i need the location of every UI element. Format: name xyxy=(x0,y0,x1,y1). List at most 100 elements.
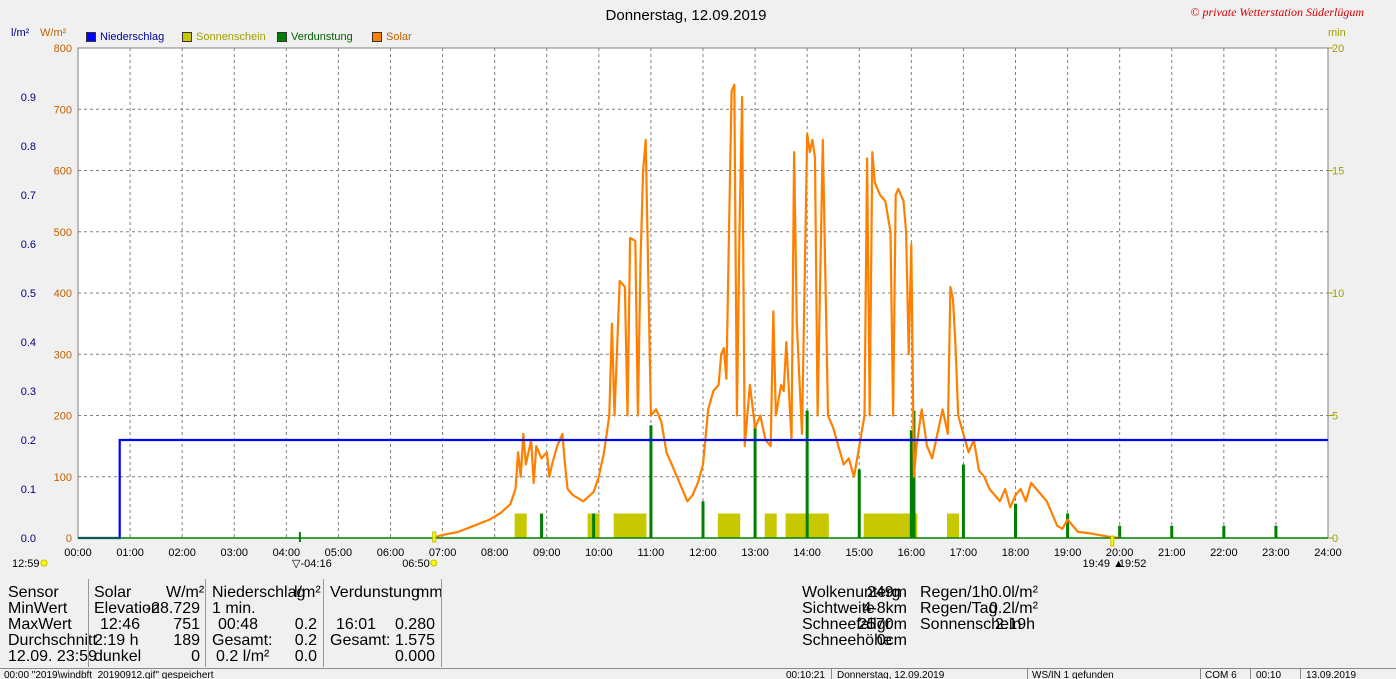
x-tick-label: 21:00 xyxy=(1158,547,1186,559)
evaporation-bar xyxy=(592,513,596,538)
status-time2: 00:10 xyxy=(1256,670,1282,679)
evaporation-bar xyxy=(805,410,809,538)
legend-swatch-solar xyxy=(372,32,382,42)
evaporation-bar xyxy=(961,464,965,538)
extra-value: 4-8km xyxy=(862,600,907,617)
precip-header: Niederschlag xyxy=(212,584,306,601)
extra-label: Regen/Tag xyxy=(920,600,998,617)
sunshine-bar xyxy=(884,513,897,538)
extra-label: Sonnenschein xyxy=(920,616,1022,633)
precip-tick-label: 0.7 xyxy=(21,190,36,202)
x-tick-label: 12:00 xyxy=(689,547,717,559)
extra-label: Regen/1h xyxy=(920,584,990,601)
weather-chart: 00:00 01:00 02:00 03:00 04:00 05:00 06:00 07:00… xyxy=(12,43,1344,570)
sunshine-bar xyxy=(514,513,527,538)
evaporation-bar xyxy=(701,501,705,538)
x-tick-label: 13:00 xyxy=(741,547,769,559)
solar-value: 751 xyxy=(173,616,200,633)
solar-label: Elevation xyxy=(94,600,160,617)
legend-label-verdunstung: Verdunstung xyxy=(291,31,353,43)
minutes-tick-label: 10 xyxy=(1332,288,1344,300)
precip-tick-label: 0.1 xyxy=(21,484,36,496)
x-tick-label: 16:00 xyxy=(898,547,926,559)
twilight-tick-icon xyxy=(298,532,301,542)
status-separator xyxy=(1300,669,1301,679)
marker-left-time: 12:59 xyxy=(12,558,40,570)
chart-title: Donnerstag, 12.09.2019 xyxy=(605,7,767,24)
extra-value: 2570m xyxy=(858,616,907,633)
column-divider xyxy=(441,579,442,667)
evaporation-bar xyxy=(1170,525,1174,538)
precip-value: 0.2 xyxy=(294,632,317,649)
status-date: Donnerstag, 12.09.2019 xyxy=(837,670,945,679)
sunshine-bar xyxy=(613,513,626,538)
evaporation-bar xyxy=(1274,525,1278,538)
status-separator xyxy=(1200,669,1201,679)
legend-label-niederschlag: Niederschlag xyxy=(100,31,165,43)
sunshine-bar xyxy=(894,513,907,538)
x-tick-label: 09:00 xyxy=(533,547,561,559)
solar-unit-label: W/m² xyxy=(40,27,67,39)
sunshine-bar xyxy=(764,513,777,538)
x-tick-label: 05:00 xyxy=(325,547,353,559)
evap-unit: mm xyxy=(416,584,443,601)
precip-tick-label: 0.9 xyxy=(21,92,36,104)
x-tick-label: 06:00 xyxy=(377,547,405,559)
evaporation-bar xyxy=(1066,513,1070,538)
solar-tick-label: 700 xyxy=(54,104,72,116)
x-tick-label: 01:00 xyxy=(116,547,144,559)
sunshine-bar xyxy=(624,513,637,538)
status-separator xyxy=(1250,669,1251,679)
extra-label: Sichtweite xyxy=(802,600,875,617)
x-tick-label: 19:00 xyxy=(1054,547,1082,559)
extra-value: 2:19h xyxy=(995,616,1036,633)
x-tick-label: 11:00 xyxy=(638,547,665,559)
x-tick-label: 22:00 xyxy=(1210,547,1238,559)
minutes-tick-label: 5 xyxy=(1332,411,1338,423)
extra-value: 249m xyxy=(866,584,907,601)
minutes-tick-label: 15 xyxy=(1332,166,1344,178)
status-bar: 00:00 "2019\windbft_20190912.gif" gespei… xyxy=(0,668,1396,679)
marker-twilight-end: 19:49 ▲ xyxy=(1083,558,1124,570)
precip-label: 0.2 l/m² xyxy=(216,648,270,665)
sensor-row: MinWert xyxy=(8,600,68,617)
extra-value: 0.0l/m² xyxy=(989,584,1038,601)
copyright-text: © private Wetterstation Süderlügum xyxy=(1190,5,1364,19)
x-tick-label: 02:00 xyxy=(168,547,196,559)
precip-tick-label: 0.8 xyxy=(21,141,36,153)
solar-value: 189 xyxy=(173,632,200,649)
evaporation-bar xyxy=(857,469,861,538)
solar-tick-label: 500 xyxy=(54,227,72,239)
status-com: COM 6 xyxy=(1205,670,1237,679)
legend-solar: Solar xyxy=(372,31,412,43)
precip-tick-label: 0.2 xyxy=(21,435,36,447)
solar-label: 12:46 xyxy=(100,616,141,633)
solar-tick-label: 200 xyxy=(54,411,72,423)
legend-niederschlag: Niederschlag xyxy=(86,31,164,43)
legend-swatch-niederschlag xyxy=(86,32,96,42)
status-separator xyxy=(1027,669,1028,679)
extra-label: Schneehöhe xyxy=(802,632,892,649)
sun-marker-icon xyxy=(40,559,48,567)
extra-value: 0.2l/m² xyxy=(989,600,1038,617)
sensor-header: Sensor xyxy=(8,584,59,601)
evaporation-bar xyxy=(1014,503,1017,538)
status-date2: 13.09.2019 xyxy=(1306,670,1357,679)
evaporation-bar xyxy=(1222,525,1226,538)
x-tick-label: 08:00 xyxy=(481,547,509,559)
evap-value: 0.280 xyxy=(394,616,435,633)
x-tick-label: 10:00 xyxy=(585,547,613,559)
precip-label: 00:48 xyxy=(218,616,259,633)
sensor-row: Durchschnitt xyxy=(8,632,97,649)
solar-tick-label: 600 xyxy=(54,166,72,178)
x-tick-label: 23:00 xyxy=(1262,547,1290,559)
extra-label: Schneefallgr xyxy=(802,616,891,633)
solar-tick-label: 300 xyxy=(54,349,72,361)
evaporation-bar xyxy=(540,513,544,538)
precip-tick-label: 0.4 xyxy=(21,337,36,349)
sensor-row: MaxWert xyxy=(8,616,72,633)
precip-tick-label: 0.6 xyxy=(21,239,36,251)
precip-tick-label: 0.3 xyxy=(21,386,36,398)
legend-swatch-sonnenschein xyxy=(182,32,192,42)
evap-header: Verdunstung xyxy=(330,584,420,601)
